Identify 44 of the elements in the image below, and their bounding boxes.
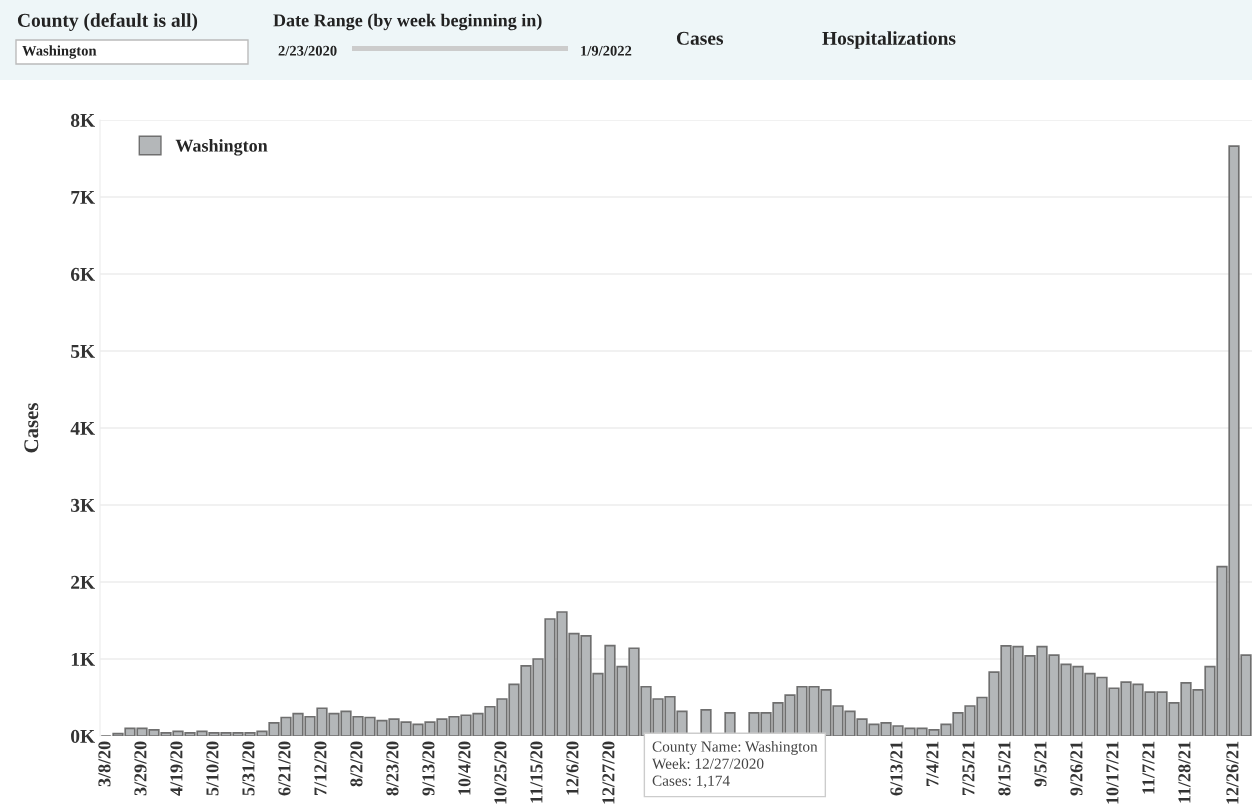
y-tick-label: 8K bbox=[70, 113, 95, 127]
x-tick-label: 3/8/20 bbox=[98, 741, 111, 787]
legend-label: Washington bbox=[175, 139, 268, 156]
text: Washington bbox=[22, 45, 97, 59]
x-tick-label: 5/10/20 bbox=[206, 741, 219, 796]
x-tick-label: 6/21/20 bbox=[278, 741, 291, 796]
x-tick-label: 9/5/21 bbox=[1034, 741, 1047, 787]
x-tick-label: 10/17/21 bbox=[1106, 741, 1119, 804]
x-tick-label: 7/25/21 bbox=[962, 741, 975, 795]
y-tick-label: 7K bbox=[71, 191, 95, 204]
y-tick-label: 2K bbox=[71, 575, 95, 589]
x-tick-label: 8/23/20 bbox=[386, 741, 399, 796]
x-tick-label: 9/13/20 bbox=[422, 741, 435, 796]
text: 2/23/2020 bbox=[278, 45, 337, 56]
x-tick-label: 12/27/20 bbox=[602, 741, 615, 804]
y-tick-label: 3K bbox=[71, 498, 95, 512]
x-tick-label: 8/2/20 bbox=[350, 741, 363, 787]
x-tick-label: 7/4/21 bbox=[926, 741, 939, 786]
y-tick-label: 5K bbox=[71, 345, 95, 358]
x-tick-label: 3/29/20 bbox=[134, 741, 147, 796]
x-tick-label: 4/19/20 bbox=[170, 741, 183, 796]
text: Cases bbox=[676, 31, 724, 45]
x-tick-label: 12/6/20 bbox=[566, 741, 579, 795]
y-tick-label: 4K bbox=[70, 421, 95, 435]
y-axis-title: Cases bbox=[24, 403, 39, 453]
text: County Name: Washington Week: 12/27/2020 Cases: 1,174 bbox=[652, 741, 818, 789]
x-tick-label: 11/28/21 bbox=[1178, 741, 1191, 803]
text: Hospitalizations bbox=[822, 31, 956, 49]
text: Date Range (by week beginning in) bbox=[273, 13, 542, 31]
x-tick-label: 9/26/21 bbox=[1070, 741, 1083, 796]
x-tick-label: 12/26/21 bbox=[1226, 741, 1239, 804]
x-tick-label: 7/12/20 bbox=[314, 741, 327, 795]
y-tick-label: 6K bbox=[70, 267, 95, 281]
x-tick-label: 6/13/21 bbox=[890, 741, 903, 796]
x-tick-label: 11/15/20 bbox=[530, 741, 543, 803]
x-tick-label: 10/25/20 bbox=[494, 741, 507, 804]
y-tick-label: 0K bbox=[71, 729, 95, 743]
x-tick-label: 11/7/21 bbox=[1142, 741, 1155, 794]
text: County (default is all) bbox=[17, 13, 198, 31]
x-tick-label: 10/4/20 bbox=[458, 741, 471, 795]
x-tick-label: 8/15/21 bbox=[998, 741, 1011, 796]
text: 1/9/2022 bbox=[581, 45, 632, 56]
x-tick-label: 5/31/20 bbox=[242, 741, 255, 796]
y-tick-label: 1K bbox=[71, 652, 95, 666]
